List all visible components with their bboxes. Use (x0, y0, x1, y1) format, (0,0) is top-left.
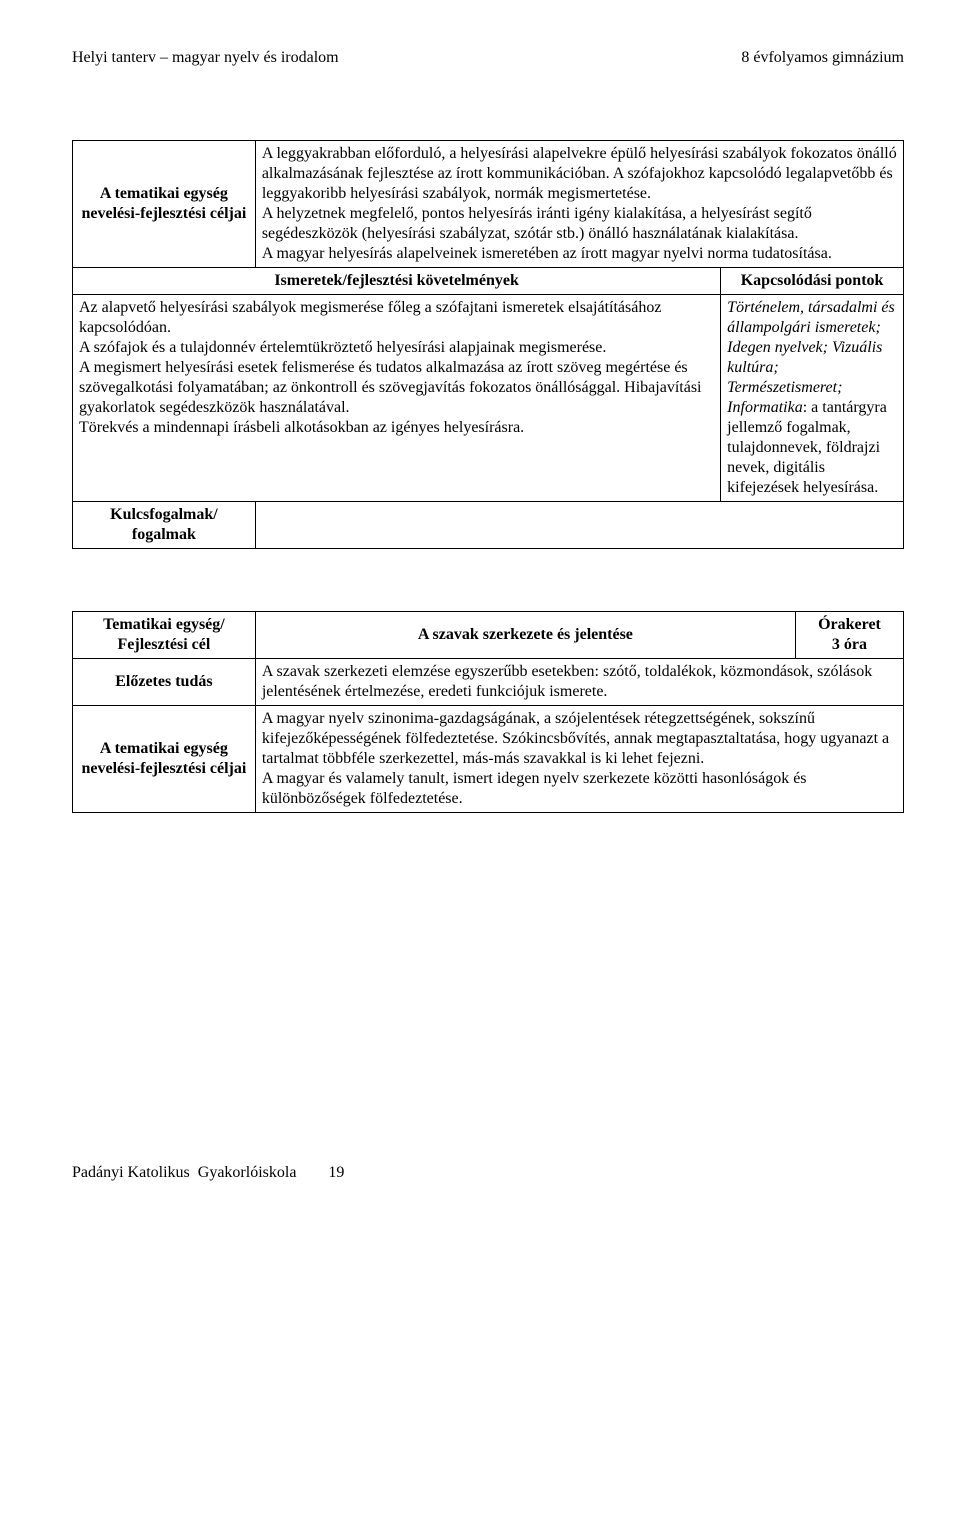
t1-r1-content: A leggyakrabban előforduló, a helyesírás… (255, 141, 903, 268)
t2-r3-label: A tematikai egység nevelési-fejlesztési … (73, 706, 256, 813)
t1-r2-requirements-header: Ismeretek/fejlesztési követelmények (73, 268, 721, 295)
t1-r4-keylabel: Kulcsfogalmak/ fogalmak (73, 502, 256, 549)
t2-r3-content: A magyar nyelv szinonima-gazdagságának, … (255, 706, 903, 813)
header-right: 8 évfolyamos gimnázium (741, 48, 904, 68)
t1-r3-requirements: Az alapvető helyesírási szabályok megism… (73, 295, 721, 502)
t2-r1-hours: Órakeret 3 óra (795, 612, 903, 659)
header-left: Helyi tanterv – magyar nyelv és irodalom (72, 48, 339, 68)
t2-r1-label: Tematikai egység/ Fejlesztési cél (73, 612, 256, 659)
t1-r2-connections-header: Kapcsolódási pontok (721, 268, 904, 295)
t1-r1-label: A tematikai egység nevelési-fejlesztési … (73, 141, 256, 268)
table-curriculum-1: A tematikai egység nevelési-fejlesztési … (72, 140, 904, 549)
table-curriculum-2: Tematikai egység/ Fejlesztési cél A szav… (72, 611, 904, 813)
page-footer: Padányi Katolikus Gyakorlóiskola 19 (72, 1163, 904, 1183)
t2-r2-content: A szavak szerkezeti elemzése egyszerűbb … (255, 659, 903, 706)
t1-r3-connections: Történelem, társadalmi és állampolgári i… (721, 295, 904, 502)
t1-r4-keycontent (255, 502, 903, 549)
t2-r2-label: Előzetes tudás (73, 659, 256, 706)
t2-r1-title: A szavak szerkezete és jelentése (255, 612, 795, 659)
